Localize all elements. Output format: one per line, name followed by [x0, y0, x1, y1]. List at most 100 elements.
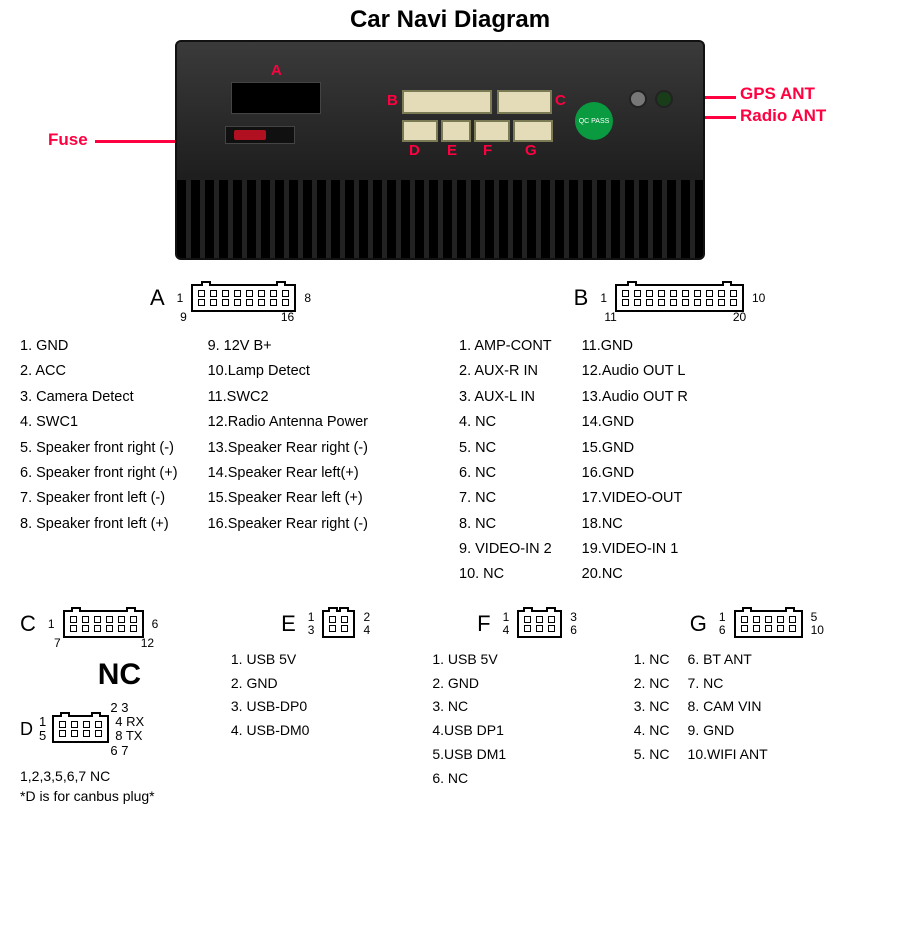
pin-item: 2. GND — [432, 672, 506, 696]
pin-item: 1. USB 5V — [231, 648, 310, 672]
pin-item: 7. Speaker front left (-) — [20, 486, 178, 511]
group-b: B 1 10 1120 1. AMP-CONT2. AUX-R IN3. AUX… — [459, 284, 880, 588]
radio-jack — [655, 90, 673, 108]
pin-item: 8. NC — [459, 512, 552, 537]
conn-d-photo — [402, 120, 438, 142]
pin-item: 13.Speaker Rear right (-) — [208, 436, 368, 461]
pin-item: 15.GND — [582, 436, 688, 461]
pins-g-right: 6. BT ANT7. NC8. CAM VIN9. GND10.WIFI AN… — [688, 648, 768, 767]
pins-b-right: 11.GND12.Audio OUT L13.Audio OUT R14.GND… — [582, 334, 688, 588]
dots-d-top — [58, 720, 103, 729]
pin-item: 8. CAM VIN — [688, 695, 768, 719]
dots-b-top — [621, 289, 738, 298]
header-c: C 1 6 — [20, 610, 219, 638]
pin-item: 4. NC — [634, 719, 670, 743]
group-f: F 14 36 1. USB 5V2. GND3. NC4.USB DP15.U… — [432, 610, 621, 805]
pin-item: 19.VIDEO-IN 1 — [582, 537, 688, 562]
pins-g: 1. NC2. NC3. NC4. NC5. NC 6. BT ANT7. NC… — [634, 648, 880, 767]
pin-item: 2. GND — [231, 672, 310, 696]
pin-item: 3. AUX-L IN — [459, 385, 552, 410]
pin-item: 2. ACC — [20, 359, 178, 384]
dots-g-top — [740, 615, 797, 624]
group-e: E 13 24 1. USB 5V2. GND3. USB-DP04. USB-… — [231, 610, 420, 805]
pins-e-list: 1. USB 5V2. GND3. USB-DP04. USB-DM0 — [231, 648, 310, 743]
pin-item: 15.Speaker Rear left (+) — [208, 486, 368, 511]
header-b: B 1 10 — [459, 284, 880, 312]
dots-f-bot — [523, 624, 556, 633]
pin-item: 1. AMP-CONT — [459, 334, 552, 359]
letter-d: D — [409, 142, 420, 159]
row-cdefg: C 1 6 7 12 NC 2 3 D 15 4 RX8 TX — [20, 610, 880, 805]
pin-item: 4.USB DP1 — [432, 719, 506, 743]
conn-a-photo — [231, 82, 321, 114]
pins-b: 1. AMP-CONT2. AUX-R IN3. AUX-L IN4. NC5.… — [459, 334, 880, 588]
pin-item: 12.Radio Antenna Power — [208, 410, 368, 435]
unit-photo-diagram: Fuse GPS ANT Radio ANT QC PASS A B C D E… — [20, 40, 880, 270]
label-gps-ant: GPS ANT — [740, 84, 815, 104]
conn-b-photo — [402, 90, 492, 114]
pin-item: 6. NC — [432, 767, 506, 791]
c-nc-label: NC — [20, 658, 219, 692]
pin-item: 14.Speaker Rear left(+) — [208, 461, 368, 486]
pin-item: 1. NC — [634, 648, 670, 672]
pin-item: 4. USB-DM0 — [231, 719, 310, 743]
pins-a-right: 9. 12V B+10.Lamp Detect11.SWC212.Radio A… — [208, 334, 368, 537]
pin-item: 8. Speaker front left (+) — [20, 512, 178, 537]
pin-item: 20.NC — [582, 562, 688, 587]
pin-item: 2. AUX-R IN — [459, 359, 552, 384]
dots-e-top — [328, 615, 349, 624]
pin-item: 13.Audio OUT R — [582, 385, 688, 410]
frame-e — [322, 610, 355, 638]
pin-item: 17.VIDEO-OUT — [582, 486, 688, 511]
pins-b-left: 1. AMP-CONT2. AUX-R IN3. AUX-L IN4. NC5.… — [459, 334, 552, 588]
frame-f — [517, 610, 562, 638]
conn-e-photo — [441, 120, 471, 142]
gps-jack — [629, 90, 647, 108]
letter-g: G — [525, 142, 537, 159]
d-note1: 1,2,3,5,6,7 NC — [20, 768, 219, 784]
letter-e: E — [447, 142, 457, 159]
dots-b-bot — [621, 298, 738, 307]
pin-item: 10.WIFI ANT — [688, 743, 768, 767]
pins-f: 1. USB 5V2. GND3. NC4.USB DP15.USB DM16.… — [432, 648, 621, 791]
pin-item: 3. Camera Detect — [20, 385, 178, 410]
pin-item: 12.Audio OUT L — [582, 359, 688, 384]
unit-heatsink — [177, 180, 703, 258]
pin-item: 3. NC — [432, 695, 506, 719]
pin-item: 6. BT ANT — [688, 648, 768, 672]
frame-d — [52, 715, 109, 743]
conn-c-photo — [497, 90, 552, 114]
frame-a — [191, 284, 296, 312]
dots-d-bot — [58, 729, 103, 738]
pin-item: 10. NC — [459, 562, 552, 587]
header-g: G 16 510 — [634, 610, 880, 638]
dots-c-bot — [69, 624, 138, 633]
head-unit-back: QC PASS A B C D E F G — [175, 40, 705, 260]
pin-item: 7. NC — [459, 486, 552, 511]
letter-c: C — [555, 92, 566, 109]
letter-b: B — [387, 92, 398, 109]
pin-item: 16.GND — [582, 461, 688, 486]
qc-sticker: QC PASS — [575, 102, 613, 140]
dots-g-bot — [740, 624, 797, 633]
dots-c-top — [69, 615, 138, 624]
dots-a-bot — [197, 298, 290, 307]
group-g: G 16 510 1. NC2. NC3. NC4. NC5. NC 6. BT… — [634, 610, 880, 805]
conn-g-photo — [513, 120, 553, 142]
frame-b — [615, 284, 744, 312]
d-note2: *D is for canbus plug* — [20, 788, 219, 804]
fuse-slot — [225, 126, 295, 144]
pin-item: 9. VIDEO-IN 2 — [459, 537, 552, 562]
pin-item: 6. Speaker front right (+) — [20, 461, 178, 486]
letter-a: A — [271, 62, 282, 79]
pin-item: 1. USB 5V — [432, 648, 506, 672]
pin-item: 3. USB-DP0 — [231, 695, 310, 719]
frame-c — [63, 610, 144, 638]
row-ab: A 1 8 916 1. GND2. ACC3. Camera Detect4.… — [20, 284, 880, 588]
pin-item: 11.SWC2 — [208, 385, 368, 410]
pins-f-list: 1. USB 5V2. GND3. NC4.USB DP15.USB DM16.… — [432, 648, 506, 791]
d-top-nums: 2 3 — [20, 700, 219, 715]
pins-a-left: 1. GND2. ACC3. Camera Detect4. SWC15. Sp… — [20, 334, 178, 537]
pin-item: 5. Speaker front right (-) — [20, 436, 178, 461]
group-a: A 1 8 916 1. GND2. ACC3. Camera Detect4.… — [20, 284, 441, 588]
